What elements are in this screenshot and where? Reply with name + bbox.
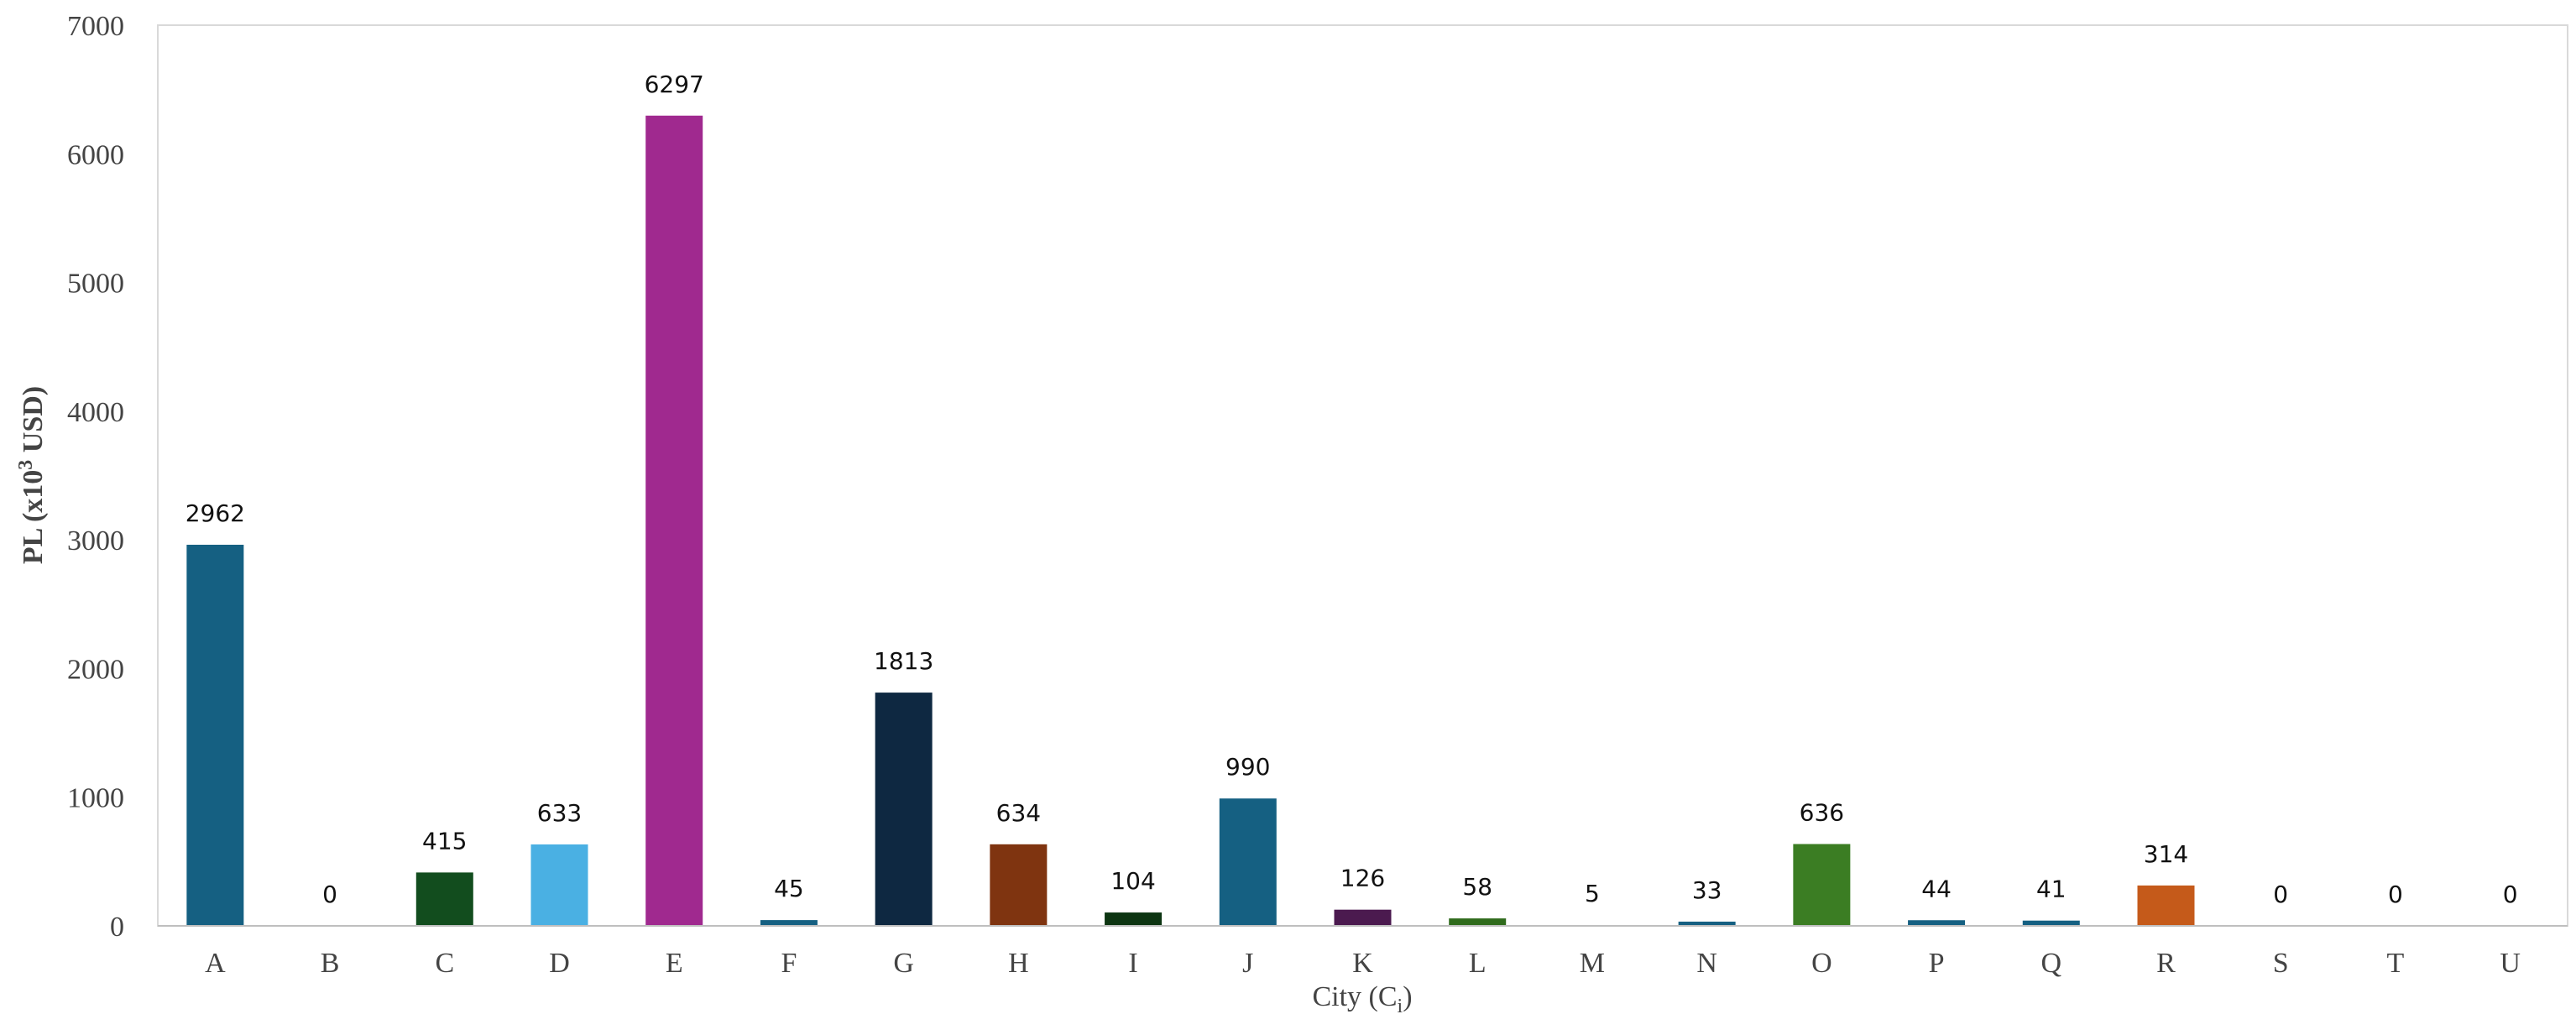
bar-I [1105, 912, 1163, 926]
x-tick-label-U: U [2500, 948, 2521, 979]
y-tick-label: 2000 [67, 654, 124, 685]
y-tick-label: 3000 [67, 525, 124, 557]
x-tick-label-P: P [1929, 948, 1945, 979]
bar-R [2137, 885, 2195, 926]
x-tick-label-D: D [549, 948, 570, 979]
x-tick-label-E: E [666, 948, 683, 979]
data-label-F: 45 [774, 875, 804, 902]
x-tick-label-A: A [205, 948, 226, 979]
x-tick-label-C: C [435, 948, 454, 979]
y-axis: 0 1000 2000 3000 4000 5000 6000 7000 [67, 11, 124, 943]
bar-F [760, 920, 818, 926]
x-tick-label-G: G [893, 948, 914, 979]
bars [186, 115, 2195, 926]
bar-E [645, 115, 703, 926]
x-tick-label-H: H [1008, 948, 1029, 979]
data-label-K: 126 [1340, 865, 1385, 892]
bar-D [530, 844, 588, 926]
data-label-P: 44 [1921, 875, 1952, 902]
data-label-H: 634 [996, 799, 1041, 827]
x-axis: A B C D E F G H I J K L M N O P Q R S T U [205, 948, 2521, 979]
y-tick-label: 4000 [67, 397, 124, 428]
bar-N [1678, 921, 1736, 926]
data-label-C: 415 [422, 827, 467, 855]
x-tick-label-I: I [1128, 948, 1137, 979]
x-tick-label-T: T [2387, 948, 2405, 979]
plot-frame [157, 24, 2568, 927]
data-label-B: 0 [322, 881, 337, 908]
x-tick-label-S: S [2273, 948, 2289, 979]
x-tick-label-R: R [2156, 948, 2176, 979]
y-tick-label: 5000 [67, 269, 124, 300]
x-tick-label-K: K [1352, 948, 1373, 979]
data-label-R: 314 [2144, 840, 2188, 868]
data-label-M: 5 [1585, 880, 1600, 907]
bar-C [415, 872, 473, 926]
x-tick-label-L: L [1469, 948, 1487, 979]
x-axis-title: City (Ci) [1312, 981, 1412, 1017]
bar-G [875, 693, 933, 926]
bar-K [1334, 909, 1392, 926]
data-label-O: 636 [1800, 799, 1844, 827]
data-label-I: 104 [1110, 867, 1155, 895]
x-tick-label-J: J [1242, 948, 1253, 979]
data-label-U: 0 [2503, 881, 2518, 908]
data-label-D: 633 [537, 799, 582, 827]
data-label-G: 1813 [874, 647, 933, 675]
bar-J [1219, 798, 1277, 926]
data-labels: 2962 0 415 633 6297 45 1813 634 104 990 126 58 5 33 63… [185, 71, 2518, 908]
bar-A [186, 544, 244, 926]
y-tick-label: 6000 [67, 139, 124, 170]
y-tick-label: 0 [110, 912, 124, 943]
x-tick-label-Q: Q [2041, 948, 2062, 979]
bar-O [1793, 844, 1851, 926]
bar-Q [2022, 920, 2080, 926]
data-label-Q: 41 [2036, 876, 2067, 903]
data-label-A: 2962 [185, 499, 245, 527]
y-tick-label: 1000 [67, 783, 124, 814]
bar-L [1449, 918, 1507, 926]
data-label-S: 0 [2273, 881, 2288, 908]
x-tick-label-O: O [1811, 948, 1832, 979]
bar-P [1908, 920, 1966, 926]
x-tick-label-B: B [321, 948, 340, 979]
y-tick-label: 7000 [67, 11, 124, 42]
data-label-N: 33 [1692, 876, 1722, 904]
x-tick-label-M: M [1580, 948, 1605, 979]
data-label-J: 990 [1225, 753, 1270, 781]
data-label-E: 6297 [645, 71, 704, 98]
bar-H [990, 844, 1048, 926]
data-label-T: 0 [2388, 881, 2403, 908]
y-axis-title: PL (x103 USD) [15, 386, 49, 564]
x-tick-label-F: F [781, 948, 797, 979]
x-tick-label-N: N [1696, 948, 1717, 979]
data-label-L: 58 [1462, 873, 1492, 901]
